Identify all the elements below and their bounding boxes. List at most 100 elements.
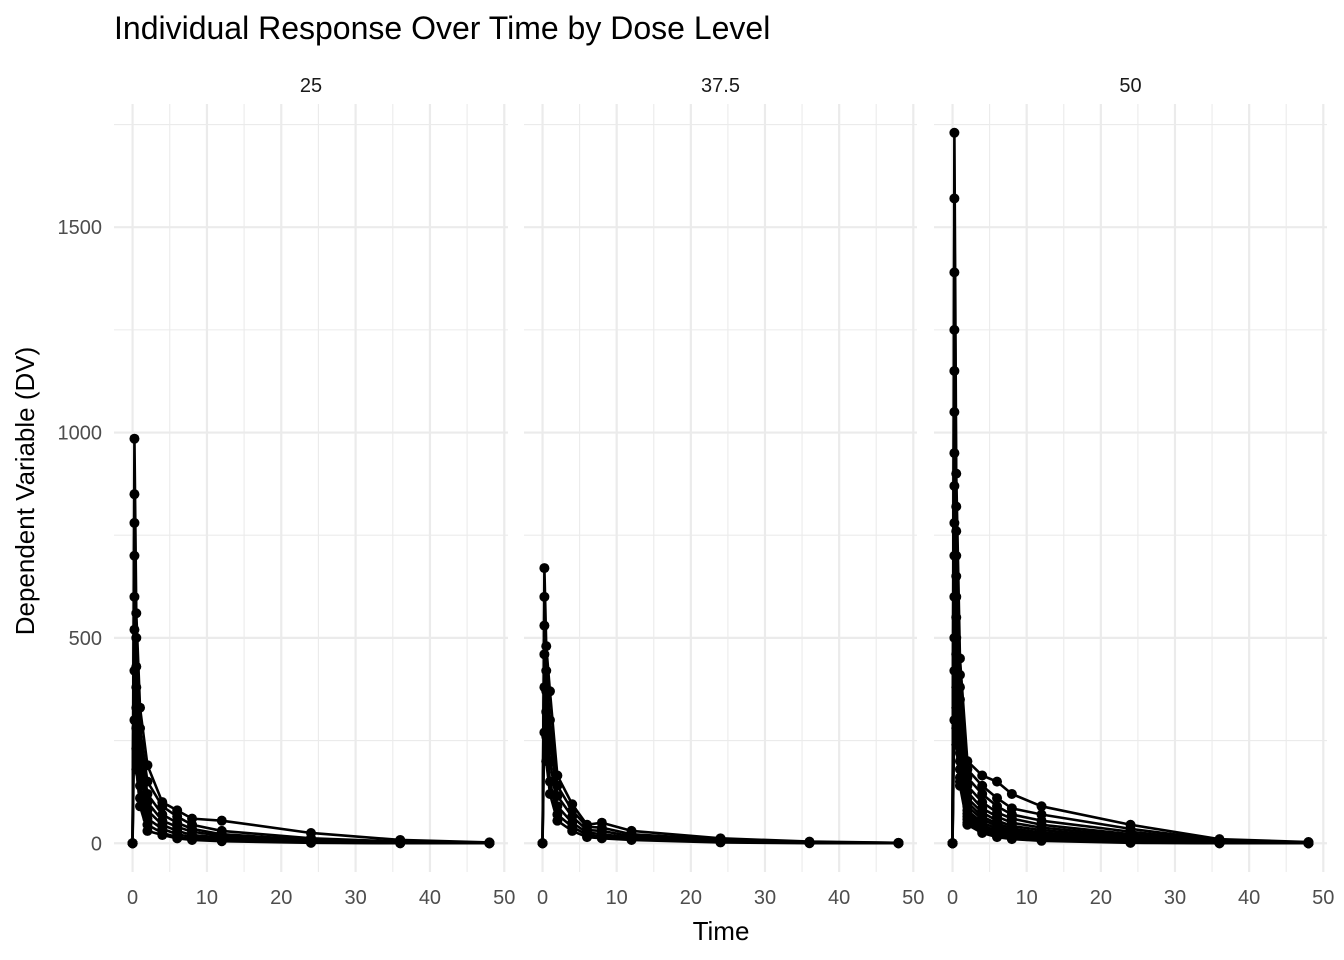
- y-tick-label: 1500: [58, 217, 103, 239]
- data-point: [539, 649, 550, 660]
- y-axis-tick-labels: 0 500 1000 1500: [58, 217, 103, 855]
- series-2-4: [537, 649, 904, 849]
- series-1-5: [127, 591, 495, 849]
- series-2-6: [537, 727, 904, 849]
- data-point: [129, 517, 140, 528]
- series-line: [131, 554, 490, 845]
- data-point: [539, 620, 550, 631]
- data-point: [949, 448, 960, 459]
- series-line: [131, 492, 490, 845]
- x-tick-label: 40: [419, 887, 441, 909]
- series-2-2: [537, 591, 904, 849]
- data-point: [949, 127, 960, 138]
- series-line: [951, 131, 1309, 844]
- series-3-14: [947, 715, 1314, 849]
- data-point: [129, 624, 140, 635]
- data-point: [567, 825, 578, 836]
- data-point: [596, 833, 607, 844]
- data-point: [949, 365, 960, 376]
- data-point: [135, 801, 146, 812]
- series-line: [541, 653, 899, 845]
- facet-panel-2: 37.5 0 10 20 30 40 50: [524, 75, 924, 909]
- series-line: [131, 437, 490, 844]
- x-tick-label: 30: [754, 887, 776, 909]
- x-tick-label: 0: [127, 887, 138, 909]
- data-point: [539, 591, 550, 602]
- data-point: [626, 834, 637, 845]
- series-3-10: [947, 550, 1314, 849]
- series-1-4: [127, 550, 495, 849]
- x-tick-label: 30: [344, 887, 366, 909]
- series-line: [541, 685, 899, 845]
- data-point: [484, 838, 495, 849]
- x-tick-label: 0: [537, 887, 548, 909]
- series-line: [951, 328, 1309, 845]
- series-line: [951, 595, 1309, 845]
- series-3-2: [947, 193, 1314, 849]
- data-point: [949, 324, 960, 335]
- data-point: [977, 827, 988, 838]
- x-tick-label: 40: [1238, 887, 1260, 909]
- series-1-3: [127, 517, 495, 849]
- data-point: [129, 591, 140, 602]
- x-tick-label: 20: [270, 887, 292, 909]
- data-point: [992, 793, 1003, 804]
- data-point: [1036, 801, 1047, 812]
- series-line: [131, 669, 490, 845]
- series-line: [131, 521, 490, 845]
- series-3-3: [947, 267, 1314, 849]
- data-point: [951, 739, 962, 750]
- data-point: [949, 632, 960, 643]
- data-point: [1006, 834, 1017, 845]
- chart-title: Individual Response Over Time by Dose Le…: [114, 10, 770, 46]
- data-point: [949, 550, 960, 561]
- x-axis-title: Time: [693, 916, 750, 946]
- x-tick-label: 40: [828, 887, 850, 909]
- data-point: [977, 780, 988, 791]
- data-point: [715, 837, 726, 848]
- series-3-8: [947, 480, 1314, 849]
- series-3-4: [947, 324, 1314, 849]
- x-tick-label: 10: [606, 887, 628, 909]
- data-point: [129, 489, 140, 500]
- data-point: [949, 407, 960, 418]
- series-line: [951, 521, 1309, 845]
- x-tick-label: 30: [1164, 887, 1186, 909]
- series-1-8: [127, 715, 495, 849]
- data-point: [129, 665, 140, 676]
- data-point: [131, 764, 142, 775]
- x-tick-label: 50: [902, 887, 924, 909]
- series-2-1: [537, 563, 904, 849]
- data-point: [949, 193, 960, 204]
- data-point: [129, 550, 140, 561]
- data-point: [1214, 838, 1225, 849]
- facet-panel-3: 50 0 10 20 30 40 50: [934, 75, 1334, 909]
- data-point: [539, 727, 550, 738]
- series-line: [951, 369, 1309, 845]
- data-point: [552, 815, 563, 826]
- data-point: [947, 838, 958, 849]
- data-point: [395, 838, 406, 849]
- x-tick-label: 10: [196, 887, 218, 909]
- series-3-6: [947, 407, 1314, 849]
- data-point: [949, 591, 960, 602]
- data-point: [954, 780, 965, 791]
- y-tick-label: 1000: [58, 423, 103, 445]
- data-point: [541, 756, 552, 767]
- series-3-5: [947, 365, 1314, 849]
- data-point: [187, 834, 198, 845]
- data-point: [582, 832, 593, 843]
- data-point: [893, 838, 904, 849]
- data-point: [962, 819, 973, 830]
- facet-panel-1: 25 0 10 20 30 40 50: [114, 75, 515, 909]
- data-point: [949, 665, 960, 676]
- data-point: [172, 833, 183, 844]
- series-line: [951, 554, 1309, 845]
- series-line: [951, 410, 1309, 845]
- series-line: [131, 718, 490, 845]
- data-point: [977, 788, 988, 799]
- series-1-1: [127, 433, 495, 849]
- data-point: [157, 830, 168, 841]
- y-axis-title: Dependent Variable (DV): [10, 347, 40, 636]
